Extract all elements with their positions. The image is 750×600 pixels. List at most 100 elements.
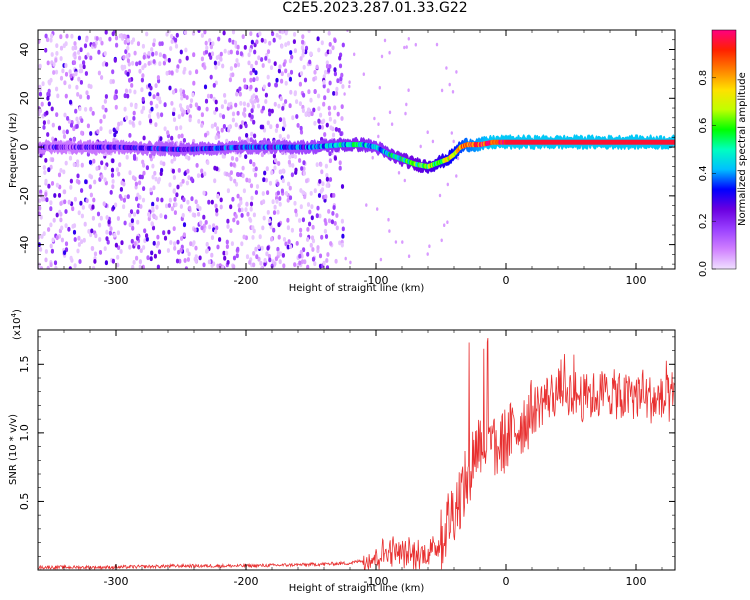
- spectrogram-cell: [166, 248, 170, 253]
- spectrogram-cell: [258, 31, 262, 37]
- spectrogram-cell: [44, 257, 48, 263]
- spectrogram-cell: [184, 154, 189, 160]
- spectrogram-cell: [219, 51, 223, 57]
- spectrogram-cell: [130, 238, 134, 244]
- spectrogram-cell: [228, 37, 232, 43]
- spectrogram-cell: [38, 198, 42, 204]
- spectrogram-cell: [51, 157, 55, 163]
- spectrogram-cell: [133, 50, 137, 56]
- spectrogram-cell: [270, 236, 274, 242]
- spectrogram-cell: [322, 74, 326, 79]
- spectrogram-cell: [154, 122, 158, 127]
- spectrogram-cell: [59, 211, 63, 217]
- spectrogram-cell: [128, 170, 132, 176]
- spectrogram-cell: [294, 212, 299, 218]
- spectrogram-cell: [91, 215, 95, 221]
- spectrogram-cell: [236, 246, 240, 252]
- spectrogram-cell: [256, 98, 260, 103]
- spectrogram-cell: [197, 211, 201, 217]
- spectrogram-cell: [162, 60, 166, 66]
- spectrogram-cell: [60, 225, 64, 231]
- spectrogram-cell: [89, 174, 93, 180]
- spectrogram-cell: [171, 168, 175, 174]
- spectrogram-cell: [248, 112, 252, 118]
- spectrogram-cell: [203, 171, 207, 177]
- spectrogram-cell: [132, 110, 136, 116]
- spectrogram-cell: [50, 33, 54, 39]
- spectrogram-cell: [298, 260, 302, 266]
- spectrogram-cell: [329, 125, 333, 131]
- spectrogram-cell: [125, 53, 129, 59]
- spectrogram-cell: [266, 74, 270, 80]
- spectrogram-cell: [330, 193, 334, 198]
- spectrogram-cell: [264, 56, 268, 61]
- spectrogram-cell: [200, 33, 204, 38]
- spectrogram-cell: [131, 121, 135, 126]
- spectrogram-cell: [333, 221, 337, 226]
- spectrogram-signal-track: [38, 134, 675, 174]
- spectrogram-cell: [293, 90, 297, 96]
- spectrogram-cell: [111, 258, 115, 264]
- spectrogram-cell: [443, 223, 446, 227]
- spectrogram-cell: [333, 71, 337, 77]
- spectrogram-cell: [328, 80, 332, 86]
- spectrogram-cell: [214, 65, 218, 70]
- spectrogram-cell: [241, 165, 245, 171]
- spectrogram-cell: [189, 103, 193, 109]
- spectrogram-cell: [246, 137, 250, 143]
- spectrogram-cell: [243, 113, 247, 118]
- spectrogram-cell: [286, 134, 290, 140]
- spectrogram-cell: [238, 86, 242, 92]
- spectrogram-cell: [173, 197, 177, 202]
- spectrogram-cell: [149, 85, 153, 91]
- spectrogram-cell: [323, 132, 327, 137]
- spectrogram-cell: [147, 212, 151, 217]
- spectrogram-cell: [138, 68, 142, 74]
- snr-plot-area: [38, 330, 675, 570]
- spectrogram-cell: [179, 49, 183, 55]
- spectrogram-cell: [221, 114, 226, 120]
- spectrogram-cell: [288, 185, 292, 191]
- spectrogram-cell: [225, 244, 229, 250]
- spectrogram-cell: [130, 83, 134, 88]
- spectrogram-cell: [116, 230, 120, 236]
- spectrogram-cell: [49, 262, 53, 268]
- spectrogram-cell: [132, 116, 136, 121]
- spectrogram-cell: [52, 217, 56, 223]
- spectrogram-cell: [306, 202, 311, 207]
- spectrogram-cell: [172, 189, 176, 194]
- spectrogram-cell: [232, 264, 236, 269]
- spectrogram-cell: [310, 111, 314, 117]
- spectrogram-cell: [313, 69, 317, 75]
- spectrogram-cell: [172, 107, 176, 113]
- spectrogram-cell: [299, 125, 303, 131]
- spectrogram-cell: [273, 165, 277, 171]
- spectrogram-cell: [344, 256, 347, 261]
- spectrogram-cell: [82, 237, 86, 243]
- spectrogram-cell: [73, 51, 77, 57]
- spectrogram-cell: [298, 101, 302, 106]
- spectrogram-cell: [333, 105, 337, 111]
- spectrogram-cell: [249, 84, 253, 90]
- spectrogram-cell: [269, 224, 273, 230]
- spectrogram-cell: [52, 62, 56, 67]
- spectrogram-cell: [77, 235, 81, 241]
- spectrogram-cell: [325, 265, 330, 269]
- spectrogram-cell: [122, 55, 126, 60]
- spectrogram-cell: [299, 227, 303, 233]
- spectrogram-cell: [209, 44, 213, 50]
- spectrogram-cell: [38, 262, 41, 268]
- spectrogram-cell: [109, 226, 113, 232]
- spectrogram-cell: [189, 241, 193, 247]
- spectrogram-cell: [150, 106, 154, 112]
- spectrogram-cell: [235, 58, 239, 63]
- spectrogram-cell: [327, 209, 331, 214]
- spectrogram-cell: [307, 30, 311, 34]
- spectrogram-cell: [284, 42, 288, 47]
- spectrogram-cell: [149, 187, 153, 193]
- spectrogram-cell: [181, 213, 185, 218]
- spectrogram-cell: [90, 246, 94, 251]
- spectrogram-cell: [179, 106, 184, 112]
- spectrogram-cell: [150, 47, 154, 52]
- spectrogram-cell: [77, 76, 81, 82]
